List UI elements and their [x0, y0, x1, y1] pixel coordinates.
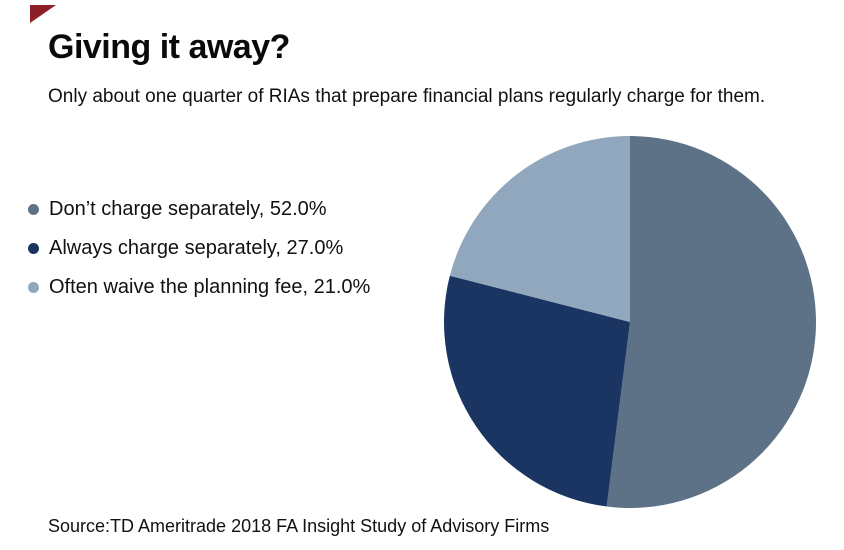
legend-label: Often waive the planning fee, 21.0% [49, 276, 371, 298]
pie-slice [606, 136, 816, 508]
legend-item: Don’t charge separately, 52.0% [28, 198, 370, 221]
legend-item: Always charge separately, 27.0% [28, 237, 370, 260]
legend-swatch [28, 243, 39, 254]
chart-title: Giving it away? [48, 28, 290, 66]
legend-item: Often waive the planning fee, 21.0% [28, 276, 370, 299]
legend-label: Always charge separately, 27.0% [49, 237, 344, 259]
legend-swatch [28, 204, 39, 215]
chart-subtitle: Only about one quarter of RIAs that prep… [48, 86, 766, 107]
brand-flag-icon [30, 5, 56, 23]
legend-label: Don’t charge separately, 52.0% [49, 198, 327, 220]
pie-chart [444, 136, 816, 508]
source-note: Source:TD Ameritrade 2018 FA Insight Stu… [48, 516, 550, 536]
legend-swatch [28, 282, 39, 293]
pie-slice [449, 136, 630, 322]
legend: Don’t charge separately, 52.0% Always cha… [28, 198, 370, 315]
pie-slice [444, 275, 630, 507]
